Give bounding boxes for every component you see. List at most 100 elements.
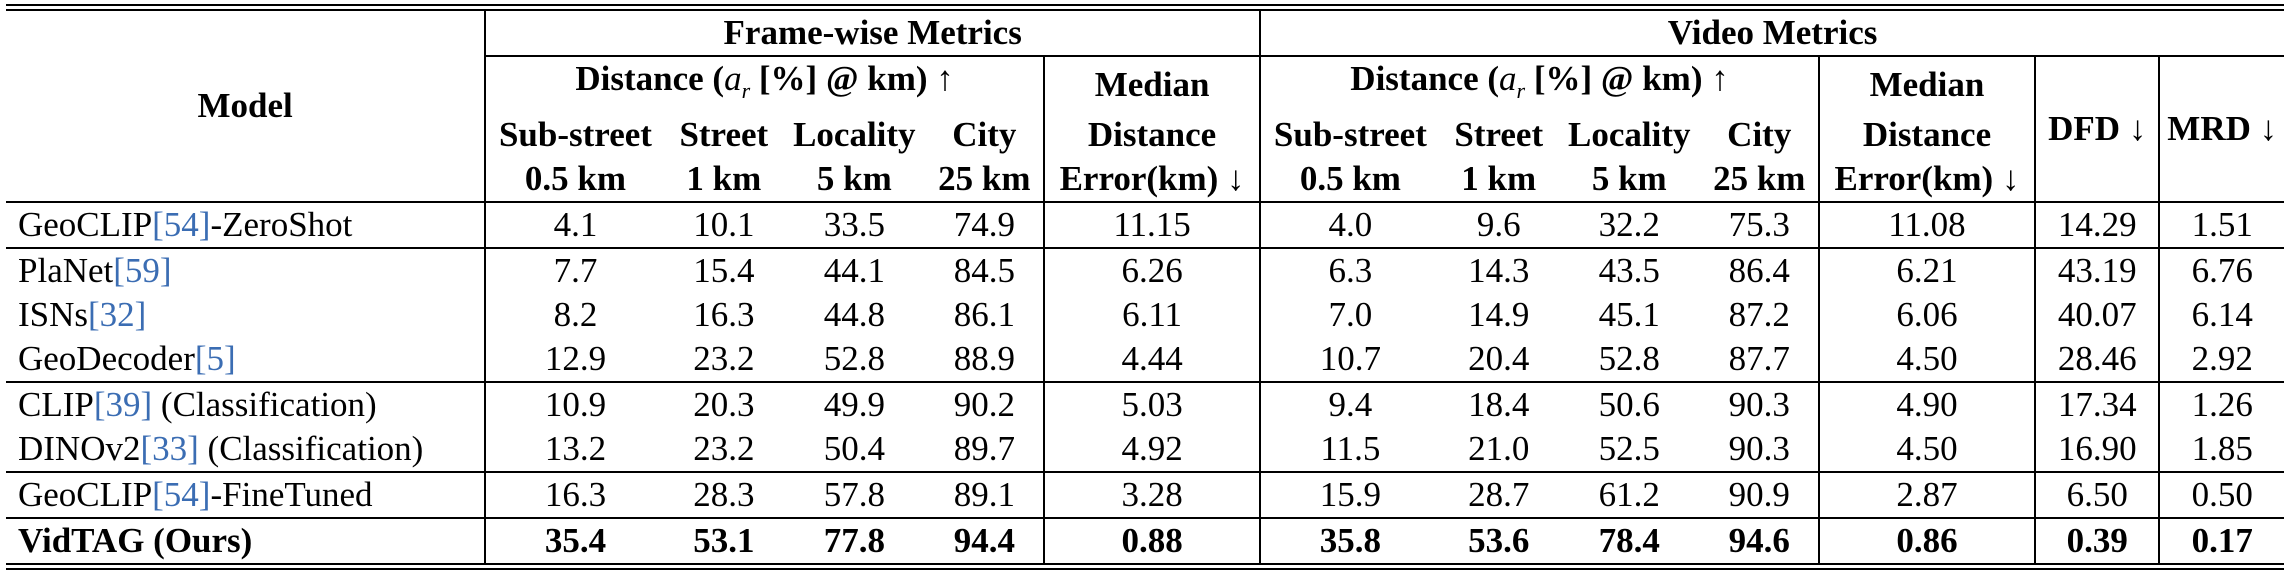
video-threshold-name: Locality: [1568, 115, 1691, 154]
metric-cell: 94.4: [925, 518, 1045, 563]
metric-cell: 20.4: [1439, 337, 1558, 383]
metric-cell: 50.6: [1598, 385, 1660, 424]
metric-cell: 84.5: [925, 248, 1045, 293]
metric-cell: 44.8: [823, 295, 885, 334]
metric-cell: 14.29: [2035, 201, 2161, 249]
metric-cell: 57.8: [782, 472, 926, 519]
video-threshold-name: Street: [1454, 115, 1544, 154]
table-row: ISNs[32] 8.2 16.3 44.8 86.1 6.11 7.0 14.9 45.1 87…: [6, 293, 2284, 337]
model-name-cell: GeoCLIP[54]-FineTuned: [6, 472, 487, 519]
metric-cell: 33.5: [782, 201, 926, 249]
metric-cell: 15.4: [693, 251, 755, 290]
metric-cell: 16.3: [693, 295, 755, 334]
metric-cell: 87.7: [1700, 337, 1820, 383]
table-row: VidTAG (Ours) 35.4 53.1 77.8 94.4 0.88 35.8 53.…: [6, 518, 2284, 563]
metric-cell: 90.3: [1700, 427, 1820, 473]
model-name: CLIP: [18, 385, 94, 424]
metric-cell: 6.50: [2035, 472, 2161, 519]
citation-link[interactable]: [5]: [194, 339, 236, 378]
video-threshold-name: City: [1700, 113, 1820, 157]
metric-cell: 44.1: [823, 251, 885, 290]
frame-threshold-name: City: [925, 113, 1045, 157]
video-median-line3: Error(km) ↓: [1818, 157, 2037, 202]
frame-threshold-km: 0.5 km: [524, 159, 627, 198]
frame-distance-header: Distance (ar [%] @ km) ↑: [485, 56, 1045, 113]
citation-link[interactable]: [39]: [93, 385, 153, 424]
model-header: Model: [6, 11, 487, 202]
model-name: DINOv2: [18, 429, 141, 468]
metric-cell: 16.90: [2035, 427, 2161, 473]
metric-cell: 7.7: [553, 251, 598, 290]
frame-threshold-name: Sub-street: [498, 115, 652, 154]
metric-cell: 0.39: [2035, 518, 2161, 563]
metric-cell: 52.5: [1557, 427, 1701, 473]
metric-cell: 78.4: [1598, 521, 1660, 560]
metric-cell: 75.3: [1700, 201, 1820, 249]
model-name-cell: CLIP[39] (Classification): [6, 382, 487, 427]
frame-median-line2: Distance: [1043, 113, 1262, 157]
metric-cell: 10.7: [1260, 337, 1440, 383]
metric-cell: 90.3: [1700, 382, 1820, 427]
top-rule: [6, 4, 2284, 11]
metric-cell: 1.85: [2159, 427, 2284, 473]
metric-cell: 53.1: [693, 521, 755, 560]
metric-cell: 28.3: [664, 472, 783, 519]
citation-link[interactable]: [32]: [88, 295, 147, 334]
citation-link[interactable]: [54]: [152, 475, 211, 514]
table-row: GeoCLIP[54]-FineTuned 16.3 28.3 57.8 89.1 3.2…: [6, 472, 2284, 519]
metric-cell: 2.92: [2159, 337, 2284, 383]
video-distance-header: Distance (ar [%] @ km) ↑: [1260, 56, 1820, 113]
metric-cell: 21.0: [1439, 427, 1558, 473]
bottom-rule: [6, 563, 2284, 570]
metric-cell: 77.8: [823, 521, 885, 560]
metric-cell: 6.3: [1328, 251, 1373, 290]
metric-cell: 14.3: [1468, 251, 1530, 290]
metric-cell: 61.2: [1557, 472, 1701, 519]
metric-cell: 10.1: [664, 201, 783, 249]
citation-link[interactable]: [33]: [140, 429, 199, 468]
model-name: GeoCLIP: [18, 205, 153, 244]
frame-threshold-km: 25 km: [925, 157, 1045, 202]
model-suffix: -FineTuned: [210, 475, 373, 514]
metric-cell: 7.0: [1328, 295, 1373, 334]
metric-cell: 0.86: [1818, 518, 2037, 563]
metric-cell: 11.15: [1043, 201, 1262, 249]
metric-cell: 32.2: [1557, 201, 1701, 249]
metric-cell: 28.46: [2035, 337, 2161, 383]
table-row: DINOv2[33] (Classification) 13.2 23.2 50.4 8…: [6, 427, 2284, 473]
metric-cell: 9.4: [1328, 385, 1373, 424]
metric-cell: 52.8: [1557, 337, 1701, 383]
metric-cell: 3.28: [1043, 472, 1262, 519]
metric-cell: 16.3: [485, 472, 665, 519]
metric-cell: 6.26: [1043, 248, 1262, 293]
citation-link[interactable]: [54]: [152, 205, 211, 244]
model-name-cell: PlaNet[59]: [6, 248, 487, 293]
metric-cell: 6.06: [1818, 293, 2037, 337]
metric-cell: 10.9: [544, 385, 607, 424]
frame-median-line1: Median: [1043, 56, 1262, 113]
metric-cell: 0.17: [2191, 521, 2253, 560]
table-row: GeoDecoder[5] 12.9 23.2 52.8 88.9 4.44 10.7 20.…: [6, 337, 2284, 383]
table-row: CLIP[39] (Classification) 10.9 20.3 49.9 90.…: [6, 382, 2284, 427]
metric-cell: 90.2: [925, 382, 1045, 427]
metric-cell: 1.51: [2159, 201, 2284, 249]
results-table-container: Model Frame-wise Metrics Video Metrics D…: [6, 4, 2284, 570]
video-threshold-km: 5 km: [1591, 159, 1667, 198]
model-suffix: (Classification): [198, 429, 424, 468]
metric-cell: 86.1: [925, 293, 1045, 337]
metric-cell: 4.0: [1260, 201, 1440, 249]
model-name-cell: VidTAG (Ours): [6, 518, 487, 563]
metric-cell: 74.9: [925, 201, 1045, 249]
metric-cell: 8.2: [553, 295, 598, 334]
video-median-line1: Median: [1818, 56, 2037, 113]
metric-cell: 14.9: [1468, 295, 1530, 334]
model-name: GeoDecoder: [18, 339, 195, 378]
metric-cell: 43.5: [1598, 251, 1660, 290]
frame-threshold-name: Locality: [793, 115, 916, 154]
dfd-header: DFD ↓: [2035, 56, 2161, 202]
frame-threshold-name: Street: [679, 115, 769, 154]
citation-link[interactable]: [59]: [113, 251, 172, 290]
metric-cell: 4.1: [485, 201, 665, 249]
model-suffix: (Classification): [152, 385, 377, 424]
metric-cell: 89.7: [925, 427, 1045, 473]
